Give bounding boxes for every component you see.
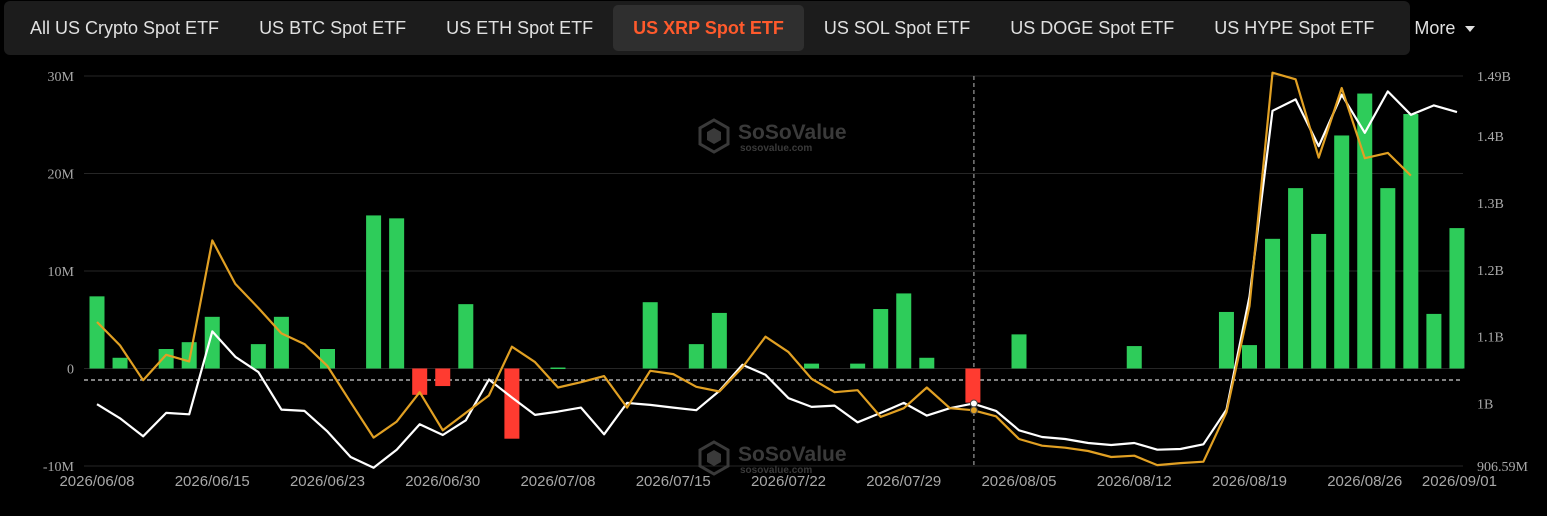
x-tick-label: 2026/08/05 xyxy=(981,473,1056,490)
tab-label: All US Crypto Spot ETF xyxy=(30,17,220,38)
right-tick-label: 906.59M xyxy=(1477,460,1529,475)
flow-bar xyxy=(181,342,197,369)
x-tick-label: 2026/06/23 xyxy=(290,473,365,490)
flow-bar xyxy=(550,367,566,370)
flow-bar xyxy=(1380,188,1396,369)
x-tick-label: 2026/06/08 xyxy=(59,473,134,490)
flow-bar xyxy=(89,296,105,369)
watermark-name: SoSoValue xyxy=(738,121,847,144)
right-tick-label: 1.49B xyxy=(1477,70,1511,85)
sosovalue-logo-icon xyxy=(698,118,730,154)
series-marker xyxy=(969,399,978,408)
axis-labels: 30M 20M 10M 0 -10M 1.49B 1.4B 1.3B 1.2B 1.1B 1B 906… xyxy=(43,70,1529,490)
flow-bar xyxy=(389,218,405,369)
x-tick-label: 2026/08/26 xyxy=(1327,473,1402,490)
left-tick-label: 20M xyxy=(48,168,75,183)
flow-bar xyxy=(873,309,889,369)
tab-label: US XRP Spot ETF xyxy=(633,17,784,38)
flow-bar xyxy=(1311,233,1327,369)
flow-bar xyxy=(711,312,727,369)
flow-bar xyxy=(458,304,474,369)
tab-label: US HYPE Spot ETF xyxy=(1214,17,1375,38)
left-tick-label: 30M xyxy=(48,70,75,85)
x-tick-label: 2026/07/15 xyxy=(636,473,711,490)
right-tick-label: 1.4B xyxy=(1477,130,1504,145)
flow-bar xyxy=(250,344,266,369)
flow-bar xyxy=(1265,238,1281,369)
x-tick-label: 2026/07/22 xyxy=(751,473,826,490)
tab-us-eth[interactable]: US ETH Spot ETF xyxy=(426,5,613,51)
flow-bar xyxy=(112,357,128,369)
left-tick-label: 10M xyxy=(48,265,75,280)
sosovalue-logo-icon xyxy=(698,440,730,476)
flow-bar xyxy=(1126,346,1142,369)
flow-bar xyxy=(158,349,174,369)
flow-bar xyxy=(1357,93,1373,369)
flow-bar xyxy=(919,357,935,369)
series-marker xyxy=(969,406,978,415)
tab-us-btc[interactable]: US BTC Spot ETF xyxy=(239,5,426,51)
tab-all-us-crypto[interactable]: All US Crypto Spot ETF xyxy=(10,5,239,51)
left-tick-label: 0 xyxy=(67,363,74,378)
watermark-top: SoSoValue sosovalue.com xyxy=(698,118,847,154)
flow-bar xyxy=(1288,188,1304,369)
right-tick-label: 1.2B xyxy=(1477,264,1504,279)
flow-bar xyxy=(850,363,866,369)
flow-bar xyxy=(1426,313,1442,369)
more-dropdown[interactable]: More xyxy=(1394,5,1495,51)
flow-bar xyxy=(204,316,220,369)
flow-bar xyxy=(965,368,981,403)
chevron-down-icon xyxy=(1465,26,1476,32)
more-label: More xyxy=(1414,17,1456,38)
flow-bar xyxy=(504,368,520,439)
right-tick-label: 1B xyxy=(1477,398,1493,413)
flow-bar xyxy=(1403,114,1419,369)
left-tick-label: -10M xyxy=(43,460,75,475)
etf-tab-bar: All US Crypto Spot ETF US BTC Spot ETF U… xyxy=(4,1,1476,55)
flow-bar xyxy=(273,316,289,369)
right-tick-label: 1.1B xyxy=(1477,331,1504,346)
tab-us-sol[interactable]: US SOL Spot ETF xyxy=(804,5,990,51)
watermark-name: SoSoValue xyxy=(738,443,847,466)
tab-label: US BTC Spot ETF xyxy=(259,17,407,38)
tab-label: US DOGE Spot ETF xyxy=(1010,17,1175,38)
flow-bar xyxy=(688,344,704,369)
flow-bar xyxy=(435,368,451,387)
x-tick-label: 2026/06/15 xyxy=(175,473,250,490)
x-tick-label: 2026/07/08 xyxy=(520,473,595,490)
flow-bar xyxy=(412,368,428,395)
x-tick-label: 2026/08/19 xyxy=(1212,473,1287,490)
watermark-url: sosovalue.com xyxy=(740,465,812,476)
x-tick-label: 2026/06/30 xyxy=(405,473,480,490)
flow-bar xyxy=(1242,345,1257,369)
tab-label: US ETH Spot ETF xyxy=(446,17,594,38)
flow-bar xyxy=(896,293,912,369)
flow-bar xyxy=(1218,311,1234,369)
x-tick-label: 2026/09/01 xyxy=(1422,473,1497,490)
watermark-bottom: SoSoValue sosovalue.com xyxy=(698,440,847,476)
x-tick-label: 2026/07/29 xyxy=(866,473,941,490)
series-lines xyxy=(96,71,1458,469)
flow-bar xyxy=(1334,135,1350,369)
flow-bar xyxy=(1449,228,1465,369)
flow-bar xyxy=(642,302,658,369)
series-line xyxy=(96,71,1412,467)
x-tick-label: 2026/08/12 xyxy=(1097,473,1172,490)
tab-us-xrp[interactable]: US XRP Spot ETF xyxy=(613,5,804,51)
flow-bar xyxy=(366,215,382,369)
tab-us-doge[interactable]: US DOGE Spot ETF xyxy=(990,5,1194,51)
watermark-url: sosovalue.com xyxy=(740,143,812,154)
flow-bar xyxy=(1011,334,1027,369)
net-inflow-bars xyxy=(89,93,1465,439)
tab-us-hype[interactable]: US HYPE Spot ETF xyxy=(1194,5,1394,51)
right-tick-label: 1.3B xyxy=(1477,197,1504,212)
tab-label: US SOL Spot ETF xyxy=(823,17,971,38)
flow-bar xyxy=(804,363,820,369)
